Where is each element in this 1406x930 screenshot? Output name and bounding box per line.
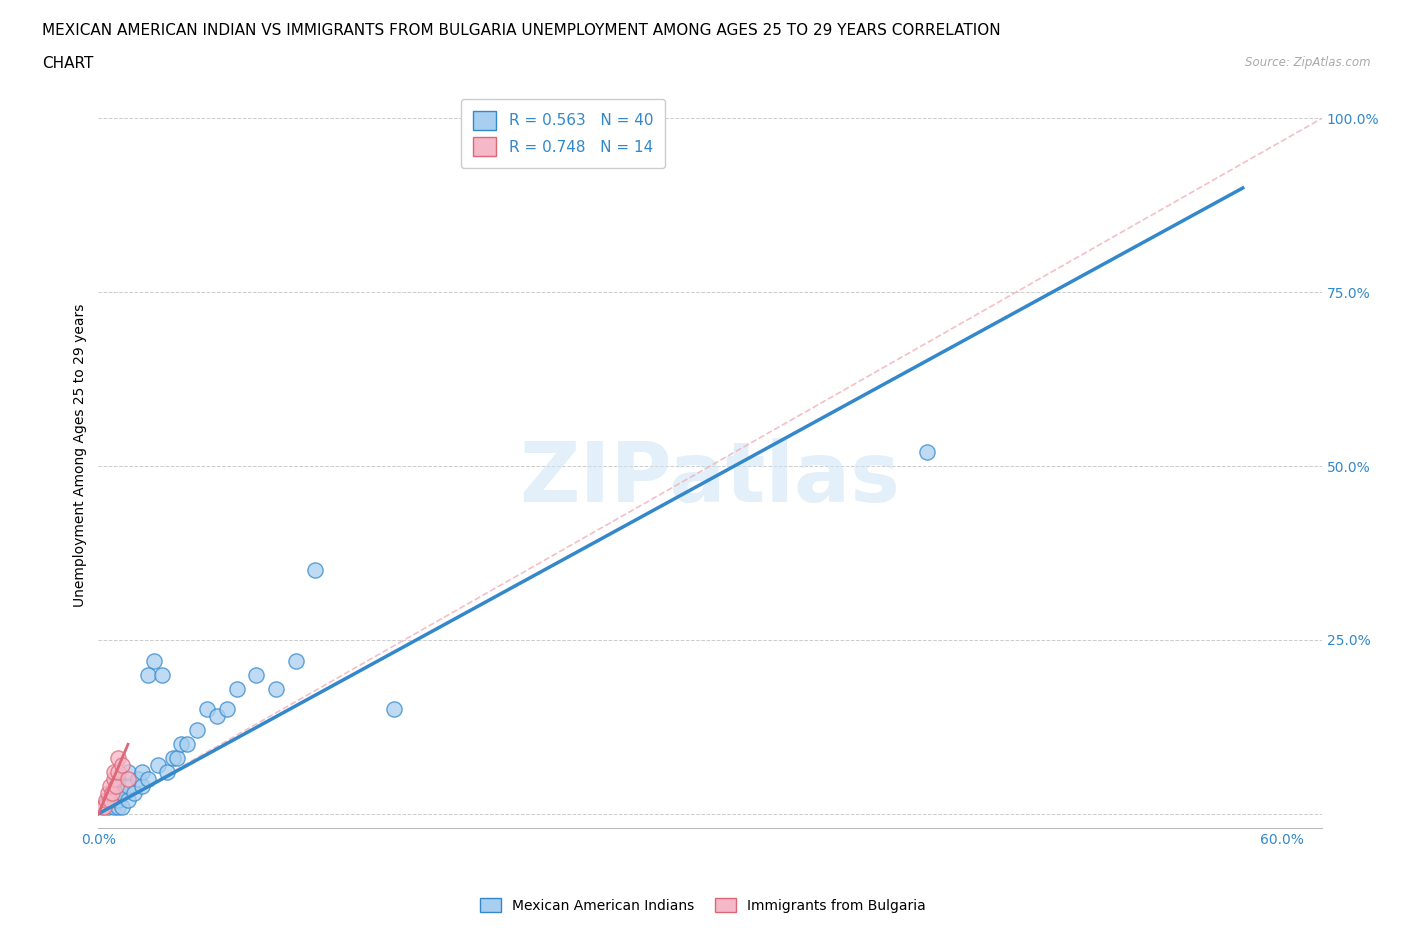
Point bbox=[284, 654, 307, 669]
Point bbox=[98, 778, 121, 793]
Text: MEXICAN AMERICAN INDIAN VS IMMIGRANTS FROM BULGARIA UNEMPLOYMENT AMONG AGES 25 T: MEXICAN AMERICAN INDIAN VS IMMIGRANTS FR… bbox=[42, 23, 1001, 38]
Point bbox=[915, 445, 938, 459]
Point bbox=[97, 786, 120, 801]
Y-axis label: Unemployment Among Ages 25 to 29 years: Unemployment Among Ages 25 to 29 years bbox=[73, 304, 87, 607]
Point bbox=[131, 778, 153, 793]
Point bbox=[117, 764, 139, 779]
Point bbox=[111, 800, 134, 815]
Point bbox=[103, 772, 125, 787]
Point bbox=[107, 751, 129, 765]
Point bbox=[105, 778, 128, 793]
Point bbox=[97, 792, 120, 807]
Point bbox=[156, 764, 179, 779]
Point bbox=[127, 772, 149, 787]
Point bbox=[107, 792, 129, 807]
Point bbox=[107, 786, 129, 801]
Point bbox=[176, 737, 198, 751]
Point bbox=[150, 668, 173, 683]
Point bbox=[103, 764, 125, 779]
Point bbox=[382, 702, 405, 717]
Point bbox=[91, 800, 114, 815]
Point bbox=[136, 772, 159, 787]
Point bbox=[101, 786, 124, 801]
Point bbox=[98, 792, 121, 807]
Point bbox=[162, 751, 184, 765]
Point bbox=[111, 786, 134, 801]
Point bbox=[166, 751, 188, 765]
Point bbox=[107, 764, 129, 779]
Point bbox=[117, 778, 139, 793]
Point bbox=[225, 681, 247, 696]
Point bbox=[103, 800, 125, 815]
Point bbox=[122, 786, 145, 801]
Point bbox=[93, 800, 115, 815]
Point bbox=[117, 792, 139, 807]
Point bbox=[107, 800, 129, 815]
Point bbox=[170, 737, 193, 751]
Legend: R = 0.563   N = 40, R = 0.748   N = 14: R = 0.563 N = 40, R = 0.748 N = 14 bbox=[461, 99, 665, 168]
Point bbox=[117, 772, 139, 787]
Text: Source: ZipAtlas.com: Source: ZipAtlas.com bbox=[1246, 56, 1371, 69]
Point bbox=[304, 563, 326, 578]
Point bbox=[103, 786, 125, 801]
Point bbox=[97, 800, 120, 815]
Point bbox=[103, 792, 125, 807]
Point bbox=[131, 764, 153, 779]
Point bbox=[186, 723, 208, 737]
Point bbox=[205, 709, 228, 724]
Legend: Mexican American Indians, Immigrants from Bulgaria: Mexican American Indians, Immigrants fro… bbox=[475, 893, 931, 919]
Point bbox=[195, 702, 218, 717]
Point bbox=[107, 778, 129, 793]
Text: ZIPatlas: ZIPatlas bbox=[520, 437, 900, 519]
Point bbox=[107, 772, 129, 787]
Point bbox=[245, 668, 267, 683]
Point bbox=[142, 654, 165, 669]
Point bbox=[136, 668, 159, 683]
Point bbox=[96, 792, 118, 807]
Point bbox=[215, 702, 238, 717]
Point bbox=[111, 758, 134, 773]
Point bbox=[146, 758, 169, 773]
Point bbox=[264, 681, 287, 696]
Text: CHART: CHART bbox=[42, 56, 94, 71]
